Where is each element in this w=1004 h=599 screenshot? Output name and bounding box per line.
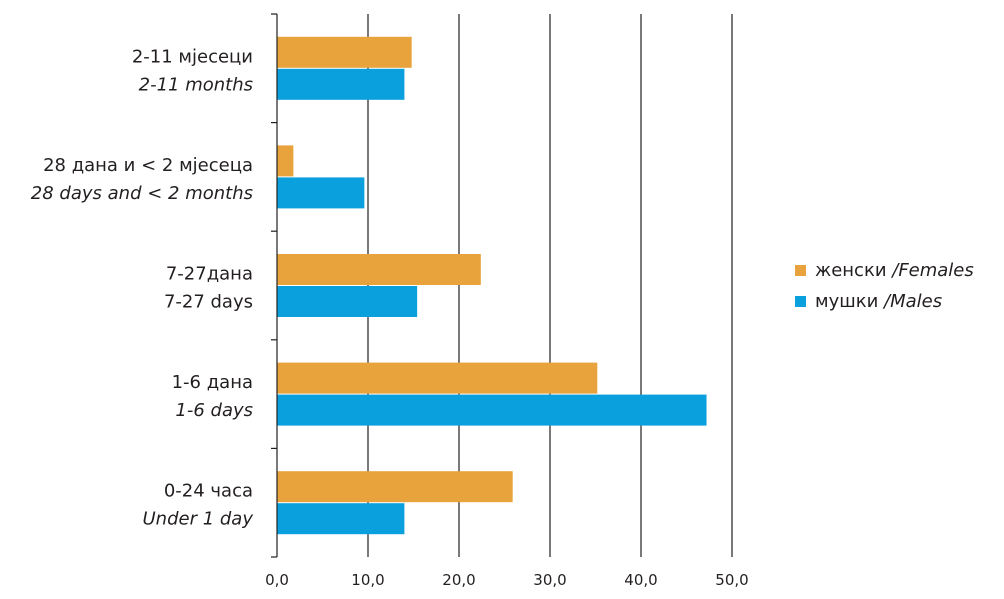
x-tick-label: 20,0	[442, 571, 475, 589]
legend: женски /Females мушки /Males	[795, 260, 974, 312]
x-tick-label: 30,0	[533, 571, 566, 589]
category-labels: 2-11 мјесеци 2-11 months 28 дана и < 2 мје…	[31, 46, 254, 529]
category-label-en: 7-27 days	[164, 292, 253, 313]
legend-label: мушки /Males	[815, 291, 942, 312]
bar-males	[277, 394, 707, 426]
bar-males	[277, 177, 365, 209]
x-tick-label: 10,0	[351, 571, 384, 589]
x-tick-label: 0,0	[265, 571, 289, 589]
bars	[277, 36, 707, 535]
category-label-en: 1-6 days	[175, 400, 253, 421]
legend-swatch	[795, 265, 806, 276]
bar-males	[277, 286, 418, 317]
x-tick-label: 50,0	[715, 571, 748, 589]
legend-label: женски /Females	[815, 260, 974, 281]
bar-females	[277, 36, 412, 68]
category-label: 2-11 мјесеци	[132, 46, 253, 67]
category-label-en: Under 1 day	[143, 509, 254, 530]
category-label: 28 дана и < 2 мјесеца	[43, 155, 253, 176]
category-label: 1-6 дана	[172, 372, 253, 393]
category-label-en: 28 days and < 2 months	[31, 183, 253, 204]
bar-females	[277, 254, 481, 285]
category-label-en: 2-11 months	[139, 74, 253, 95]
x-tick-labels: 0,0 10,0 20,0 30,0 40,0 50,0	[265, 571, 749, 589]
bar-females	[277, 145, 294, 177]
gridlines	[367, 14, 733, 557]
category-label: 0-24 часа	[164, 481, 253, 502]
bar-males	[277, 68, 405, 100]
y-axis	[271, 13, 278, 558]
bar-females	[277, 362, 598, 394]
bar-females	[277, 471, 513, 503]
category-label: 7-27дана	[166, 264, 253, 285]
bar-males	[277, 503, 405, 535]
legend-swatch	[795, 296, 806, 307]
x-tick-label: 40,0	[624, 571, 657, 589]
